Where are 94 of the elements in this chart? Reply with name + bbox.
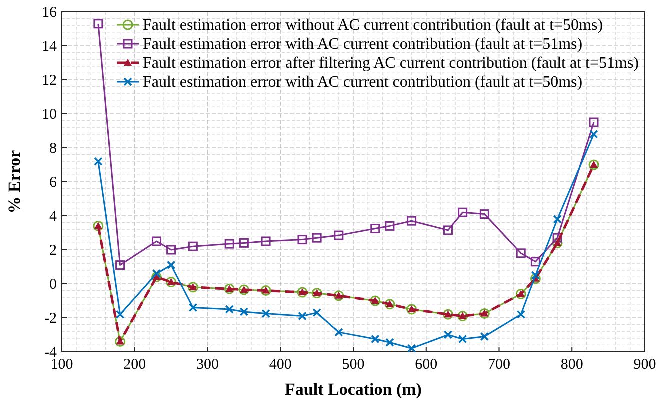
legend-label: Fault estimation error with AC current contribution (fault at t=50ms) bbox=[143, 74, 583, 91]
point bbox=[167, 278, 176, 286]
point bbox=[298, 288, 306, 296]
point bbox=[384, 299, 396, 310]
point bbox=[480, 210, 490, 220]
x-tick-label: 600 bbox=[415, 357, 438, 373]
point bbox=[94, 157, 103, 166]
point bbox=[458, 311, 468, 322]
point bbox=[444, 330, 453, 340]
point bbox=[238, 284, 250, 296]
point bbox=[531, 271, 540, 280]
y-tick-label: 6 bbox=[50, 175, 58, 191]
point bbox=[552, 233, 562, 243]
y-axis-title: % Error bbox=[5, 150, 24, 214]
x-tick-label: 200 bbox=[124, 357, 146, 373]
point bbox=[334, 328, 344, 337]
point bbox=[480, 332, 490, 342]
point bbox=[313, 289, 322, 296]
point bbox=[261, 236, 271, 246]
point bbox=[590, 130, 598, 139]
x-axis-title: Fault Location (m) bbox=[285, 380, 422, 399]
point bbox=[516, 310, 526, 319]
point bbox=[312, 288, 322, 299]
y-tick-label: 0 bbox=[50, 277, 57, 293]
x-tick-label: 500 bbox=[342, 357, 365, 373]
point bbox=[371, 297, 380, 304]
point bbox=[530, 274, 541, 284]
point bbox=[530, 257, 540, 267]
point bbox=[152, 236, 162, 246]
point bbox=[262, 309, 270, 318]
point bbox=[458, 208, 468, 218]
x-tick-label: 100 bbox=[50, 357, 74, 373]
point bbox=[239, 238, 249, 248]
point bbox=[386, 300, 394, 308]
point bbox=[166, 260, 176, 270]
point bbox=[298, 312, 307, 321]
y-tick-label: 4 bbox=[50, 209, 58, 225]
y-tick-label: 2 bbox=[50, 243, 57, 259]
point bbox=[370, 334, 380, 344]
point bbox=[334, 292, 343, 299]
point bbox=[116, 260, 126, 270]
point bbox=[458, 312, 467, 320]
y-tick-label: 16 bbox=[42, 5, 58, 21]
point bbox=[312, 308, 322, 318]
point bbox=[334, 290, 344, 302]
legend-label: Fault estimation error after filtering AC current contribution (fault at t=51ms) bbox=[143, 55, 639, 72]
point bbox=[590, 161, 598, 168]
point bbox=[166, 245, 176, 255]
point bbox=[240, 308, 249, 316]
point bbox=[589, 118, 599, 128]
point bbox=[370, 224, 380, 234]
x-tick-label: 700 bbox=[488, 357, 510, 373]
point bbox=[94, 19, 104, 29]
point bbox=[240, 286, 248, 293]
point bbox=[116, 338, 124, 345]
y-tick-label: 12 bbox=[42, 73, 57, 89]
x-tick-label: 800 bbox=[560, 357, 584, 373]
point bbox=[188, 282, 198, 293]
point bbox=[115, 336, 126, 348]
point bbox=[407, 344, 416, 353]
y-tick-label: 10 bbox=[42, 107, 57, 123]
point bbox=[189, 283, 198, 290]
point bbox=[406, 304, 418, 315]
point bbox=[334, 230, 344, 240]
point bbox=[443, 226, 453, 236]
point bbox=[224, 239, 234, 249]
point bbox=[225, 305, 234, 314]
x-tick-label: 400 bbox=[269, 357, 292, 373]
point bbox=[458, 334, 468, 344]
y-tick-label: 14 bbox=[42, 39, 58, 55]
point bbox=[152, 269, 162, 278]
point bbox=[166, 277, 177, 288]
point bbox=[260, 286, 272, 296]
x-tick-label: 300 bbox=[196, 357, 219, 373]
point bbox=[516, 248, 526, 258]
legend-label: Fault estimation error with AC current contribution (fault at t=51ms) bbox=[143, 36, 583, 53]
point bbox=[188, 242, 198, 252]
point bbox=[297, 287, 308, 298]
point bbox=[370, 296, 381, 306]
point bbox=[386, 338, 394, 348]
legend-label: Fault estimation error without AC current contribution (fault at t=50ms) bbox=[143, 17, 604, 34]
point bbox=[312, 233, 322, 243]
point bbox=[553, 215, 562, 224]
point bbox=[188, 303, 198, 312]
point bbox=[407, 216, 417, 226]
point bbox=[298, 235, 308, 245]
point bbox=[262, 286, 270, 294]
point bbox=[116, 310, 125, 319]
x-tick-label: 900 bbox=[634, 357, 656, 373]
point bbox=[588, 160, 600, 170]
y-tick-label: -2 bbox=[44, 311, 57, 327]
point bbox=[385, 221, 395, 231]
y-tick-label: 8 bbox=[50, 141, 57, 157]
point bbox=[408, 306, 416, 312]
